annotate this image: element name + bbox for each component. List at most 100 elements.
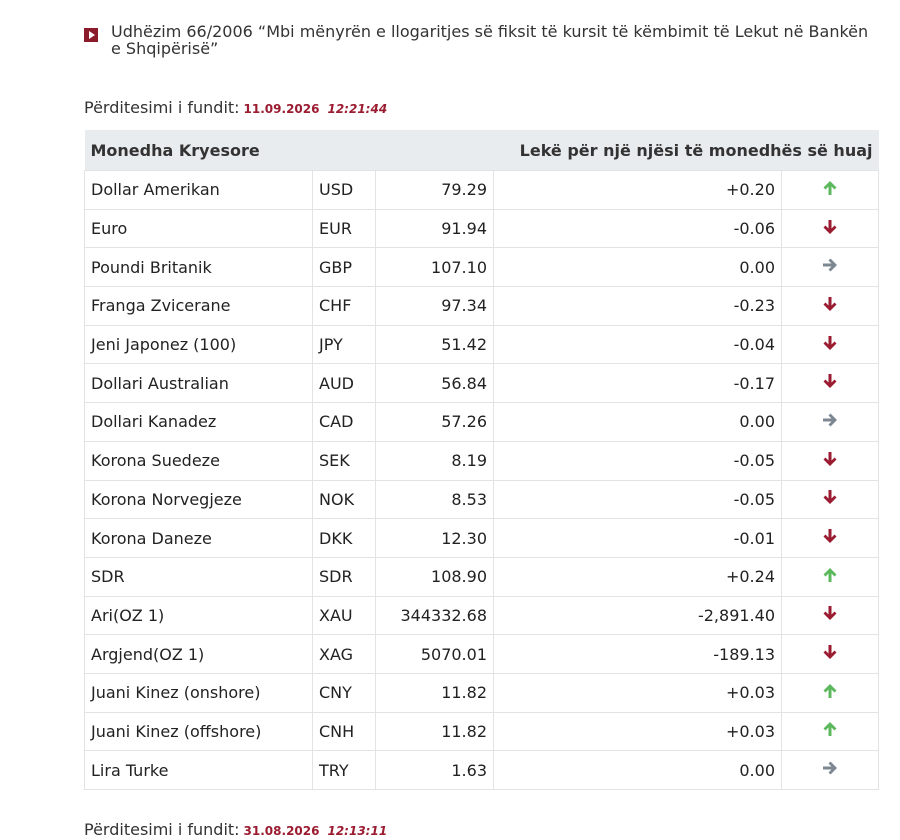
currency-code: XAU (312, 595, 376, 636)
rate-change: -189.13 (493, 634, 782, 674)
currency-name: Korona Norvegjeze (84, 479, 313, 520)
rate-change: -0.06 (493, 208, 782, 249)
currency-code: DKK (312, 518, 376, 558)
trend-cell (781, 479, 879, 520)
rate-row: Poundi Britanik GBP 107.10 0.00 (84, 247, 879, 288)
trend-cell (781, 595, 879, 636)
rate-row: Korona Daneze DKK 12.30 -0.01 (84, 518, 879, 558)
rate-row: Dollari Australian AUD 56.84 -0.17 (84, 363, 879, 404)
rate-change: -0.01 (493, 518, 782, 558)
table-body: Dollar Amerikan USD 79.29 +0.20 Euro EUR 91.94… (84, 170, 879, 790)
currency-code: CNY (312, 672, 376, 713)
rate-value: 11.82 (375, 672, 494, 713)
rate-value: 91.94 (375, 208, 494, 249)
currency-name: Euro (84, 208, 313, 249)
rate-change: 0.00 (493, 247, 782, 288)
trend-cell (781, 711, 879, 752)
rate-value: 12.30 (375, 518, 494, 558)
currency-name: Ari(OZ 1) (84, 595, 313, 636)
currency-code: AUD (312, 363, 376, 404)
rate-value: 51.42 (375, 324, 494, 365)
trend-arrow (823, 606, 837, 621)
rate-row: Franga Zvicerane CHF 97.34 -0.23 (84, 286, 879, 326)
currency-code: SDR (312, 556, 376, 597)
rate-value: 8.19 (375, 440, 494, 481)
notice-link[interactable]: Udhëzim 66/2006 “Mbi mënyrën e llogaritj… (111, 22, 869, 58)
currency-code: CNH (312, 711, 376, 752)
currency-code: XAG (312, 634, 376, 674)
trend-cell (781, 556, 879, 597)
rate-value: 344332.68 (375, 595, 494, 636)
trend-arrow (823, 683, 837, 698)
currency-code: USD (312, 170, 376, 210)
trend-arrow (823, 413, 837, 427)
rate-value: 57.26 (375, 402, 494, 442)
rate-row: Korona Norvegjeze NOK 8.53 -0.05 (84, 479, 879, 520)
header-row: Monedha Kryesore Lekë për një njësi të m… (84, 130, 879, 171)
currency-code: TRY (312, 750, 376, 790)
rate-change: +0.03 (493, 711, 782, 752)
currency-name: Poundi Britanik (84, 247, 313, 288)
update-info: Përditesimi i fundit: 11.09.2026 12:21:44 (84, 98, 387, 117)
currency-name: Dollari Australian (84, 363, 313, 404)
trend-arrow (823, 529, 837, 544)
rate-change: 0.00 (493, 402, 782, 442)
rate-row: Ari(OZ 1) XAU 344332.68 -2,891.40 (84, 595, 879, 636)
rate-row: Jeni Japonez (100) JPY 51.42 -0.04 (84, 324, 879, 365)
rate-change: -0.17 (493, 363, 782, 404)
currency-code: CAD (312, 402, 376, 442)
currency-name: Franga Zvicerane (84, 286, 313, 326)
trend-arrow (823, 567, 837, 582)
rate-value: 5070.01 (375, 634, 494, 674)
rate-row: Juani Kinez (offshore) CNH 11.82 +0.03 (84, 711, 879, 752)
trend-cell (781, 440, 879, 481)
currency-name: Dollari Kanadez (84, 402, 313, 442)
rate-change: -0.05 (493, 479, 782, 520)
rate-value: 11.82 (375, 711, 494, 752)
trend-arrow (823, 490, 837, 505)
rate-row: SDR SDR 108.90 +0.24 (84, 556, 879, 597)
update-date: 31.08.2026 (243, 824, 320, 838)
update-info: Përditesimi i fundit: 31.08.2026 12:13:11 (84, 820, 387, 839)
trend-cell (781, 208, 879, 249)
currency-code: JPY (312, 324, 376, 365)
update-time: 12:13:11 (327, 824, 388, 838)
currency-name: Korona Daneze (84, 518, 313, 558)
currency-name: Korona Suedeze (84, 440, 313, 481)
currency-name: SDR (84, 556, 313, 597)
rate-row: Dollari Kanadez CAD 57.26 0.00 (84, 402, 879, 442)
trend-cell (781, 402, 879, 442)
currency-name: Argjend(OZ 1) (84, 634, 313, 674)
trend-cell (781, 324, 879, 365)
trend-arrow (823, 219, 837, 234)
rate-change: -0.23 (493, 286, 782, 326)
rate-row: Lira Turke TRY 1.63 0.00 (84, 750, 879, 790)
trend-cell (781, 634, 879, 674)
rate-value: 8.53 (375, 479, 494, 520)
trend-cell (781, 363, 879, 404)
rate-value: 97.34 (375, 286, 494, 326)
rate-value: 79.29 (375, 170, 494, 210)
rate-change: +0.03 (493, 672, 782, 713)
trend-arrow (823, 645, 837, 660)
trend-cell (781, 286, 879, 326)
currency-code: GBP (312, 247, 376, 288)
update-time: 12:21:44 (327, 102, 388, 116)
currency-name: Jeni Japonez (100) (84, 324, 313, 365)
update-date: 11.09.2026 (243, 102, 320, 116)
rate-change: -0.05 (493, 440, 782, 481)
trend-cell (781, 247, 879, 288)
rate-value: 108.90 (375, 556, 494, 597)
rate-change: +0.24 (493, 556, 782, 597)
currency-name: Dollar Amerikan (84, 170, 313, 210)
trend-arrow (823, 374, 837, 389)
rate-value: 56.84 (375, 363, 494, 404)
rates-table: Monedha Kryesore Lekë për një njësi të m… (84, 130, 879, 790)
trend-arrow (823, 258, 837, 272)
rate-row: Juani Kinez (onshore) CNY 11.82 +0.03 (84, 672, 879, 713)
rate-change: +0.20 (493, 170, 782, 210)
rate-value: 1.63 (375, 750, 494, 790)
header-cell: Lekë për një njësi të monedhës së huaj (375, 130, 879, 171)
currency-code: EUR (312, 208, 376, 249)
currency-name: Juani Kinez (onshore) (84, 672, 313, 713)
